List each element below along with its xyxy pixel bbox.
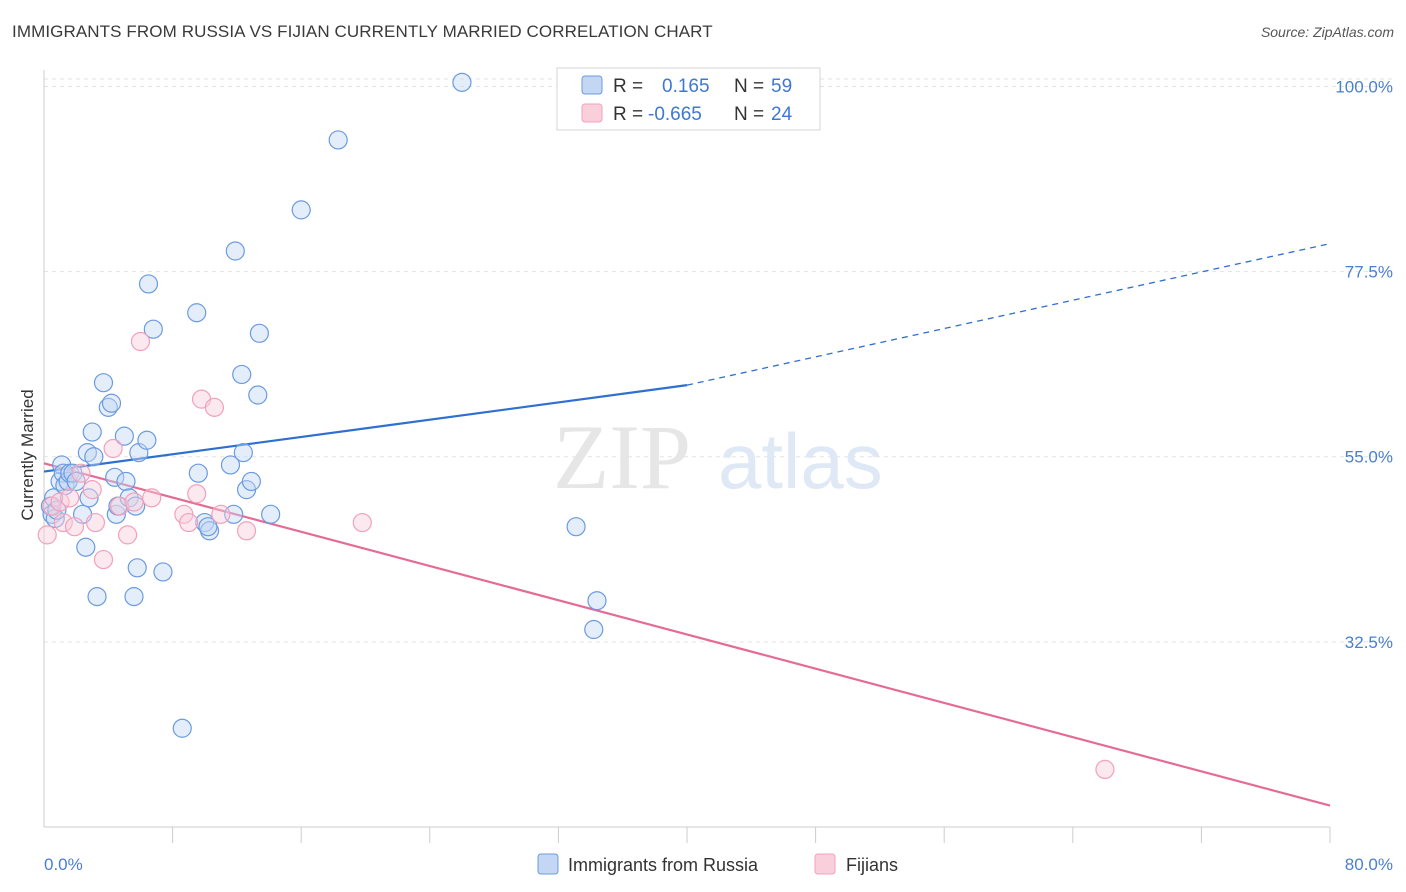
point-russia-42 bbox=[220, 455, 241, 475]
point-russia-31 bbox=[127, 558, 147, 578]
point-russia-53 bbox=[328, 130, 348, 150]
point-russia-58 bbox=[198, 517, 218, 537]
point-fijians-14 bbox=[130, 331, 151, 352]
point-fijians-22 bbox=[236, 521, 257, 541]
point-russia-50 bbox=[249, 323, 270, 343]
point-russia-35 bbox=[143, 319, 163, 339]
point-russia-19 bbox=[87, 587, 107, 607]
x-tick-label-min: 0.0% bbox=[44, 855, 83, 874]
point-russia-33 bbox=[137, 430, 157, 450]
point-fijians-13 bbox=[124, 492, 144, 512]
trend-line-solid-1 bbox=[43, 462, 1331, 807]
series-legend: Immigrants from Russia Fijians bbox=[537, 853, 898, 875]
point-fijians-extra-0 bbox=[1095, 759, 1115, 780]
point-russia-57 bbox=[587, 591, 607, 611]
point-fijians-17 bbox=[179, 512, 199, 533]
point-russia-27 bbox=[116, 471, 136, 492]
chart-title: IMMIGRANTS FROM RUSSIA VS FIJIAN CURRENT… bbox=[12, 22, 713, 41]
point-russia-23 bbox=[105, 467, 125, 487]
y-tick-label-0: 100.0% bbox=[1335, 77, 1393, 96]
point-russia-48 bbox=[241, 471, 261, 492]
y-tick-label-1: 77.5% bbox=[1345, 263, 1393, 282]
point-russia-34 bbox=[138, 274, 159, 294]
x-ticks bbox=[172, 827, 1331, 843]
point-fijians-8 bbox=[85, 512, 106, 533]
legend-r-label-fijians: R = bbox=[613, 104, 643, 125]
point-russia-20 bbox=[93, 373, 114, 393]
point-fijians-5 bbox=[64, 517, 85, 537]
legend-swatch-fijians bbox=[581, 103, 603, 123]
point-russia-45 bbox=[232, 364, 252, 385]
point-fijians-9 bbox=[93, 549, 114, 570]
bottom-legend-russia: Immigrants from Russia bbox=[568, 855, 759, 875]
y-axis-title: Currently Married bbox=[18, 389, 37, 520]
point-russia-26 bbox=[114, 426, 134, 446]
point-fijians-3 bbox=[53, 512, 73, 533]
point-fijians-6 bbox=[71, 463, 91, 483]
point-russia-37 bbox=[172, 718, 192, 738]
point-russia-46 bbox=[233, 443, 253, 463]
point-russia-54 bbox=[452, 72, 472, 92]
point-russia-38 bbox=[187, 303, 207, 323]
legend-swatch-russia bbox=[581, 75, 603, 95]
point-fijians-2 bbox=[50, 492, 70, 512]
point-fijians-23 bbox=[352, 512, 372, 533]
point-fijians-15 bbox=[142, 488, 162, 508]
point-fijians-0 bbox=[37, 525, 57, 545]
y-tick-labels: 100.0% 77.5% 55.0% 32.5% bbox=[1335, 77, 1393, 651]
point-russia-52 bbox=[291, 200, 311, 220]
point-russia-22 bbox=[101, 393, 122, 413]
source-label: Source: ZipAtlas.com bbox=[1260, 24, 1394, 40]
point-fijians-20 bbox=[204, 397, 224, 417]
x-tick-label-max: 80.0% bbox=[1345, 855, 1393, 874]
legend-n-label-fijians: N = bbox=[734, 104, 764, 125]
point-russia-29 bbox=[124, 587, 144, 607]
point-russia-51 bbox=[261, 504, 281, 524]
point-fijians-11 bbox=[109, 496, 130, 516]
point-russia-49 bbox=[248, 385, 268, 405]
legend-n-value-russia: 59 bbox=[771, 76, 792, 97]
point-fijians-18 bbox=[187, 484, 207, 504]
point-russia-39 bbox=[188, 463, 208, 483]
trend-lines bbox=[43, 242, 1331, 807]
point-russia-55 bbox=[566, 517, 586, 537]
watermark-atlas: atlas bbox=[718, 417, 883, 505]
point-fijians-4 bbox=[60, 488, 80, 508]
point-fijians-7 bbox=[82, 480, 102, 500]
y-tick-label-2: 55.0% bbox=[1345, 448, 1393, 467]
bottom-legend-swatch-russia bbox=[537, 853, 559, 875]
legend-r-label-russia: R = bbox=[613, 76, 643, 97]
trend-line-dashed-0 bbox=[686, 242, 1331, 386]
bottom-legend-fijians: Fijians bbox=[846, 855, 898, 875]
correlation-legend: R = 0.165 N = 59 R = -0.665 N = 24 bbox=[556, 67, 821, 131]
point-russia-44 bbox=[225, 241, 245, 261]
legend-n-label-russia: N = bbox=[734, 76, 764, 97]
legend-r-value-russia: 0.165 bbox=[662, 76, 710, 97]
point-russia-17 bbox=[82, 422, 102, 442]
grid-lines bbox=[44, 78, 1393, 643]
series-fijians-points bbox=[37, 331, 1115, 780]
legend-n-value-fijians: 24 bbox=[771, 104, 793, 125]
point-fijians-10 bbox=[103, 438, 123, 459]
point-fijians-21 bbox=[211, 504, 231, 524]
point-russia-14 bbox=[76, 537, 96, 557]
point-russia-36 bbox=[153, 562, 173, 582]
bottom-legend-swatch-fijians bbox=[814, 853, 836, 875]
point-russia-18 bbox=[84, 447, 104, 467]
watermark-zip: ZIP bbox=[553, 406, 691, 508]
point-fijians-12 bbox=[117, 525, 138, 545]
point-russia-56 bbox=[584, 619, 604, 640]
trend-line-solid-0 bbox=[43, 384, 688, 473]
series-russia-points bbox=[40, 72, 607, 738]
y-tick-label-3: 32.5% bbox=[1345, 633, 1393, 652]
legend-r-value-fijians: -0.665 bbox=[648, 104, 702, 125]
